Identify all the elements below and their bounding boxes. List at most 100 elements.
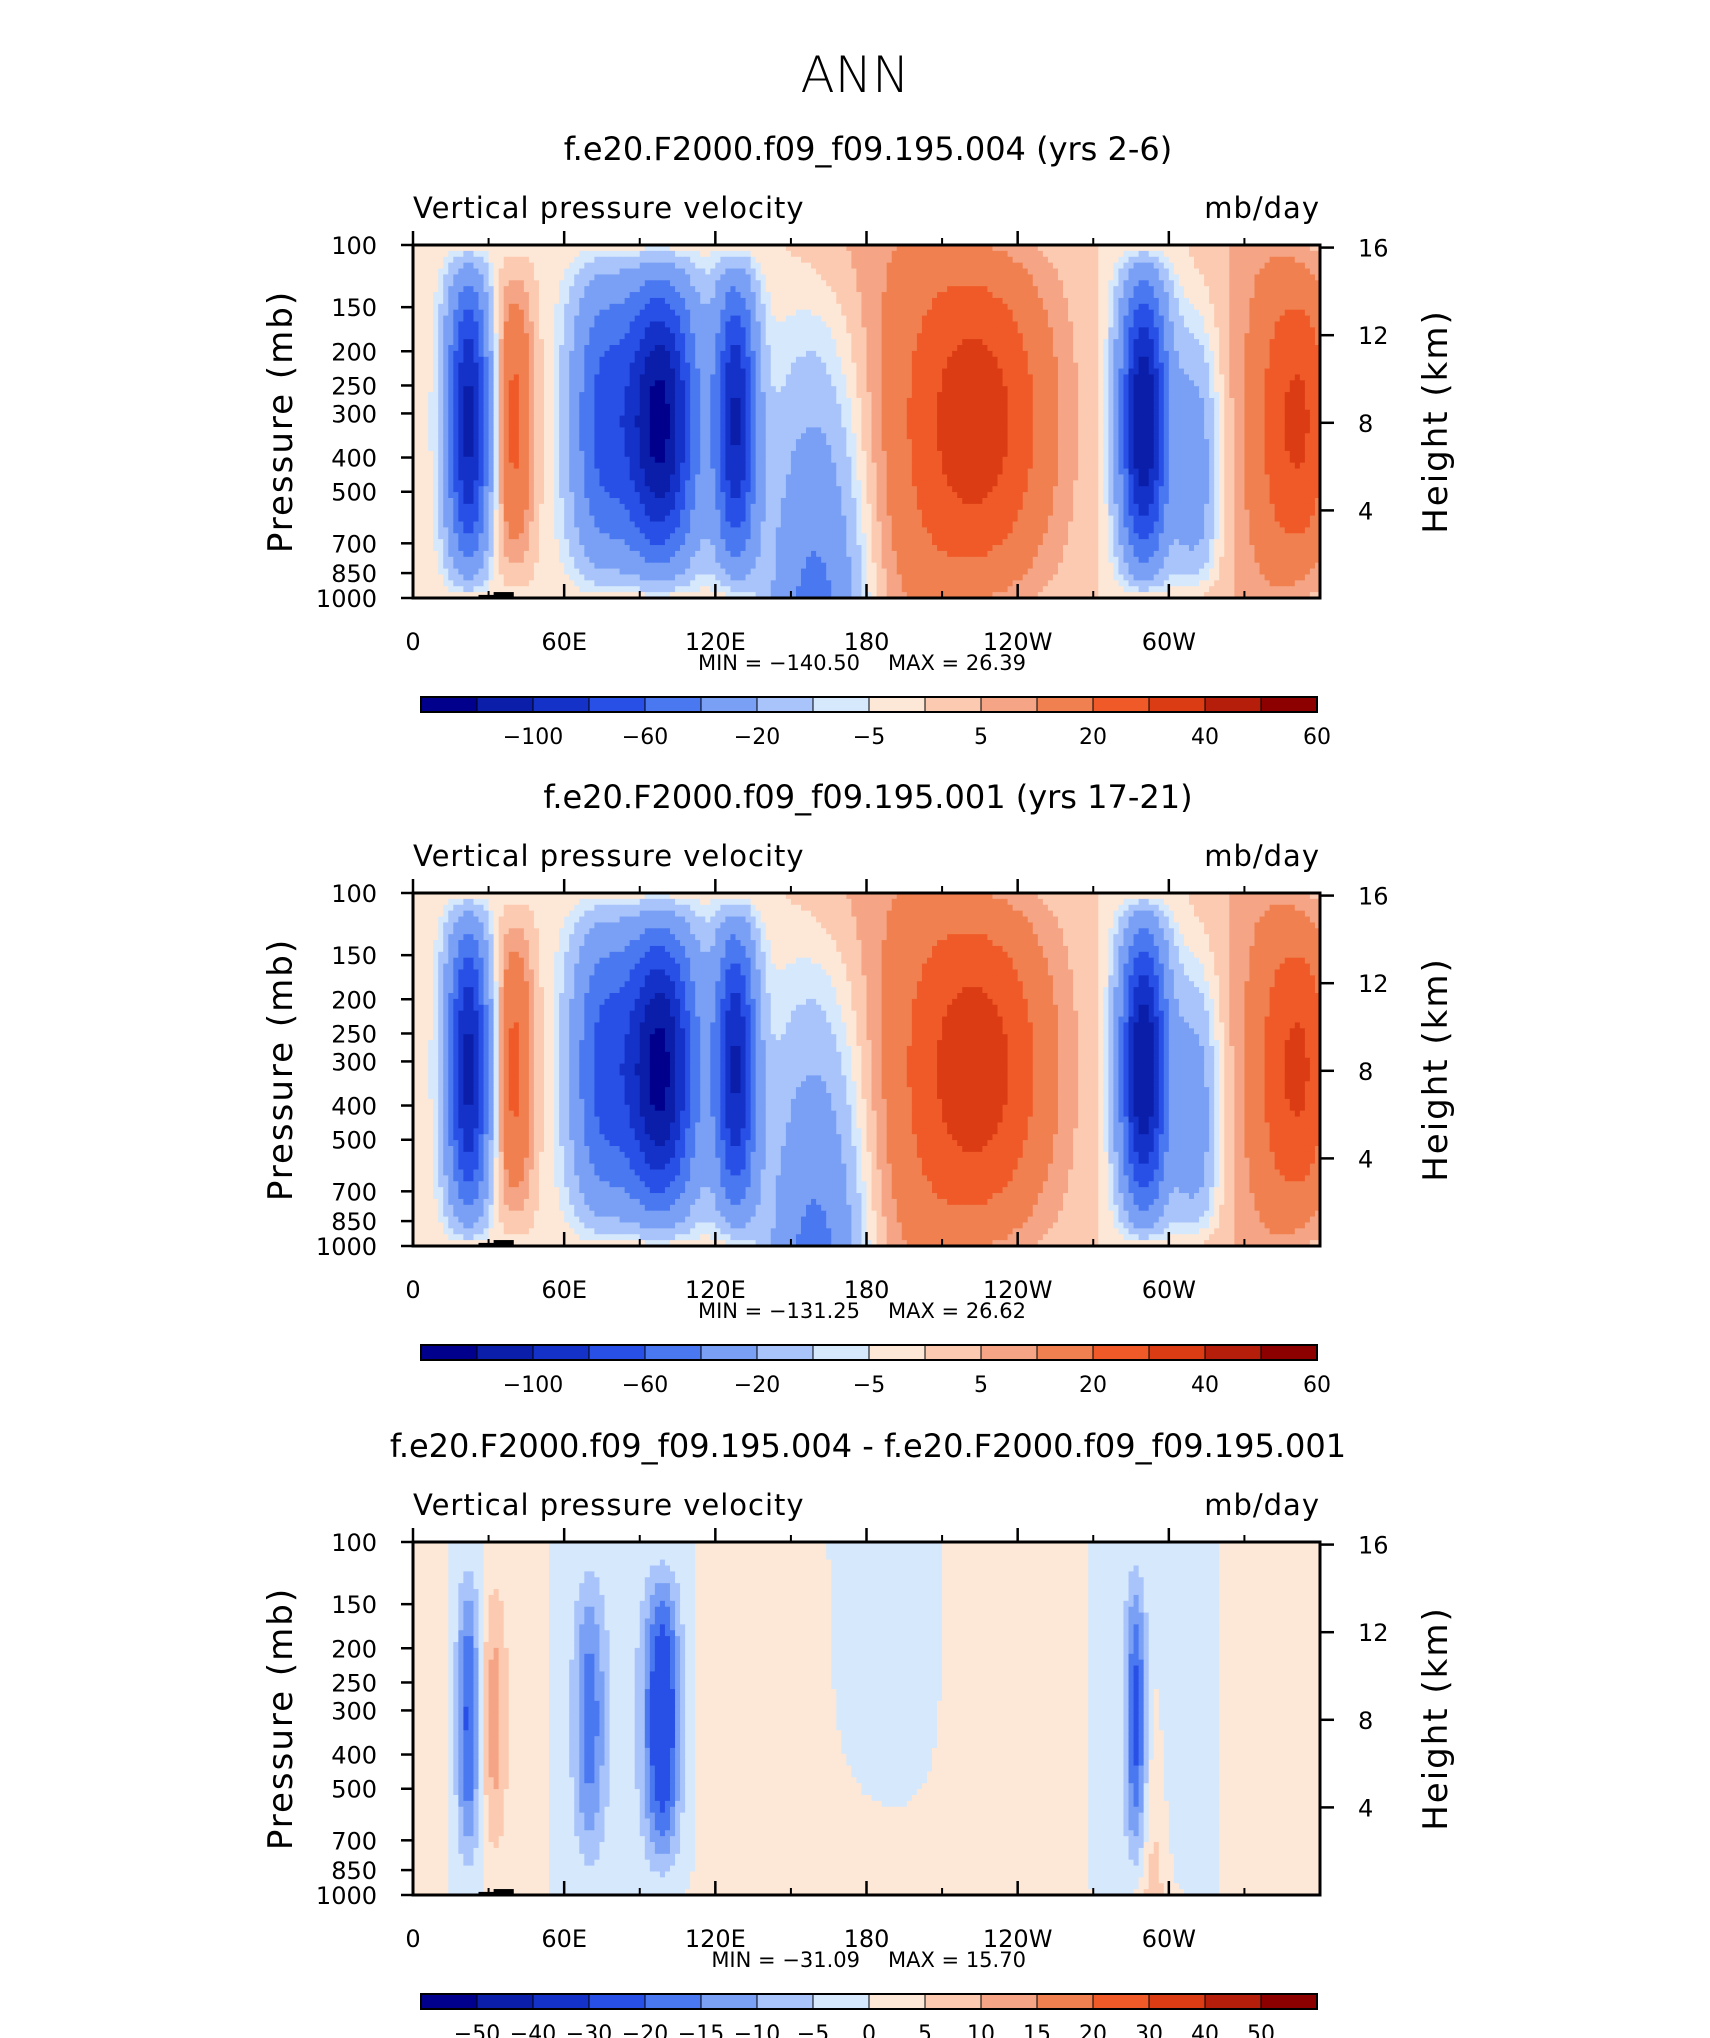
heatmap-cell [957,362,963,370]
heatmap-cell [488,339,495,346]
heatmap-cell [1037,280,1044,287]
heatmap-cell [987,286,994,293]
heatmap-cell [1113,286,1120,293]
heatmap-cell [609,274,616,281]
heatmap-cell [806,380,812,387]
heatmap-cell [1314,262,1320,270]
heatmap-cell [866,245,873,252]
heatmap-cell [735,386,742,393]
heatmap-cell [413,256,419,264]
heatmap-cell [1103,274,1109,281]
heatmap-cell [423,368,429,376]
heatmap-cell [851,321,858,328]
heatmap-cell [498,374,505,381]
heatmap-cell [448,262,454,270]
heatmap-cell [1274,256,1281,264]
heatmap-cell [554,368,560,376]
heatmap-cell [614,386,621,393]
heatmap-cell [876,292,883,299]
heatmap-cell [876,339,883,346]
heatmap-cell [1113,350,1120,358]
heatmap-cell [569,327,575,334]
heatmap-cell [493,268,500,276]
heatmap-cell [1093,262,1099,270]
heatmap-cell [554,356,560,364]
heatmap-cell [1032,345,1039,352]
heatmap-cell [659,327,666,334]
heatmap-cell [821,362,827,370]
heatmap-cell [1103,368,1109,376]
heatmap-cell [700,356,706,364]
heatmap-cell [1309,256,1316,264]
heatmap-cell [1108,339,1115,346]
heatmap-cell [1199,380,1205,387]
heatmap-cell [715,350,721,358]
heatmap-cell [554,350,560,358]
heatmap-cell [528,368,535,376]
heatmap-cell [634,339,641,346]
heatmap-cell [1002,262,1009,270]
heatmap-cell [1078,386,1084,393]
heatmap-cell [831,286,837,293]
heatmap-cell [871,274,878,281]
heatmap-cell [528,327,535,334]
heatmap-cell [1073,268,1079,276]
heatmap-cell [1022,280,1029,287]
heatmap-cell [675,297,681,305]
heatmap-cell [659,315,666,323]
heatmap-cell [992,309,999,317]
heatmap-cell [498,392,505,399]
heatmap-cell [1234,374,1240,381]
heatmap-cell [589,350,595,358]
heatmap-cell [821,327,827,334]
heatmap-cell [1093,297,1099,305]
heatmap-cell [740,297,747,305]
heatmap-cell [977,309,983,317]
heatmap-cell [433,286,439,293]
heatmap-cell [478,256,485,264]
heatmap-cell [700,392,706,399]
heatmap-cell [962,386,968,393]
heatmap-cell [871,356,878,364]
heatmap-cell [533,333,540,340]
heatmap-cell [1103,250,1109,258]
heatmap-cell [579,262,585,270]
heatmap-cell [730,397,737,405]
heatmap-cell [1234,262,1240,270]
heatmap-cell [866,321,873,328]
heatmap-cell [483,297,490,305]
heatmap-cell [1063,297,1069,305]
heatmap-cell [1314,274,1320,281]
heatmap-cell [1214,250,1220,258]
heatmap-cell [967,350,973,358]
heatmap-cell [1254,380,1261,387]
heatmap-cell [528,303,535,311]
heatmap-cell [664,350,671,358]
heatmap-cell [800,345,807,352]
heatmap-cell [987,374,994,381]
heatmap-cell [619,327,626,334]
heatmap-cell [700,262,706,270]
heatmap-cell [589,386,595,393]
heatmap-cell [705,286,711,293]
heatmap-cell [851,356,858,364]
heatmap-cell [911,350,918,358]
heatmap-cell [972,350,978,358]
heatmap-cell [423,374,429,381]
heatmap-cell [1234,356,1240,364]
heatmap-cell [1264,286,1271,293]
heatmap-cell [1259,297,1266,305]
heatmap-cell [1284,339,1291,346]
heatmap-cell [680,368,686,376]
heatmap-cell [1274,356,1281,364]
heatmap-cell [967,339,973,346]
heatmap-cell [992,297,999,305]
heatmap-cell [896,309,903,317]
heatmap-cell [599,345,606,352]
heatmap-cell [1027,362,1034,370]
heatmap-cell [1027,297,1034,305]
heatmap-cell [1118,333,1125,340]
heatmap-cell [468,280,475,287]
heatmap-cell [916,297,923,305]
heatmap-cell [554,345,560,352]
